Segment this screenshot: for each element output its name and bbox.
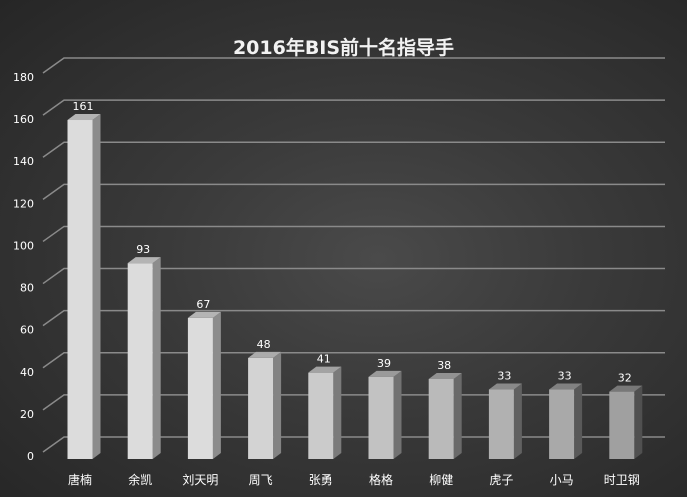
x-tick-label: 柳健 [429,473,453,487]
gridline [42,309,665,327]
bar [549,389,575,459]
bar-side [574,383,583,459]
bar-top [488,383,522,390]
y-tick-label: 20 [20,408,34,421]
data-label: 67 [196,298,210,311]
bar-side [634,385,643,459]
bar-top [609,385,643,392]
bar-side [212,311,221,459]
bar-side [453,372,462,459]
bar [248,357,274,459]
x-tick-label: 余凯 [128,472,152,487]
bar-top [428,372,462,379]
bar-top [127,257,161,264]
x-tick-label: 时卫钢 [604,473,640,487]
gridline [42,225,665,243]
bar-side [92,114,101,459]
gridline [42,352,665,369]
y-tick-label: 160 [13,113,34,126]
bar [609,391,635,459]
x-tick-label: 小马 [550,473,574,487]
gridline [42,394,665,411]
y-tick-label: 0 [27,450,34,463]
gridline [42,267,665,285]
bar-top [549,383,583,390]
bar-side [513,383,522,459]
bar [488,389,514,459]
bar [67,120,93,459]
bar-side [393,370,402,459]
gridline [42,141,665,158]
bar-side [152,257,161,459]
bar [308,372,334,459]
data-label: 39 [377,357,391,370]
data-label: 41 [317,353,331,366]
gridline [42,57,665,74]
x-tick-label: 格格 [369,472,393,487]
gridline [42,436,665,453]
chart-title: 2016年BIS前十名指导手 [232,37,455,59]
gridline [42,99,665,116]
bar [187,317,213,459]
x-tick-label: 刘天明 [182,473,218,487]
bar-top [67,114,101,121]
x-tick-label: 周飞 [249,473,273,487]
data-label: 33 [497,370,511,383]
gridline [42,183,665,200]
bar-top [187,311,221,318]
bar-top [248,351,282,358]
data-label: 161 [73,100,94,113]
data-label: 32 [618,372,632,385]
bar-side [273,351,282,459]
y-tick-label: 140 [13,155,34,168]
x-tick-label: 虎子 [489,473,513,487]
y-tick-label: 100 [13,239,34,252]
x-tick-label: 张勇 [309,473,333,487]
data-label: 38 [437,359,451,372]
bar-top [308,366,342,373]
bar [428,378,454,459]
bar-top [368,370,402,377]
y-tick-label: 40 [20,366,34,379]
bar [368,376,394,459]
bar-side [333,366,342,459]
y-tick-label: 180 [13,71,34,84]
bar [127,263,153,459]
y-tick-label: 60 [20,324,34,337]
x-tick-label: 唐楠 [68,472,92,487]
y-tick-label: 120 [13,197,34,210]
data-label: 48 [257,338,271,351]
data-label: 33 [558,370,572,383]
data-label: 93 [136,243,150,256]
y-tick-label: 80 [20,282,34,295]
